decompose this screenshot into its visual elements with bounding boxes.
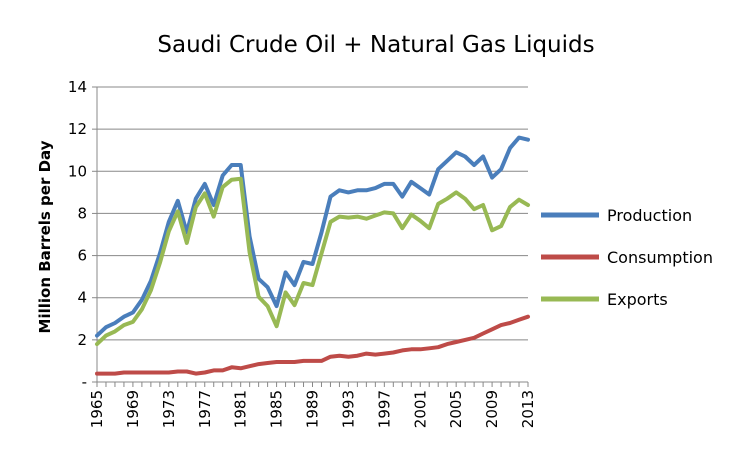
x-tick-label: 1993 [339, 390, 357, 428]
x-tick-label: 1989 [304, 390, 322, 428]
y-tick-label: 6 [77, 247, 87, 265]
plot-area [95, 135, 530, 376]
x-axis-ticks: 1965 1969 1973 1977 1981 1985 1989 1993 1997 2001… [88, 382, 537, 428]
legend: Production Consumption Exports [541, 206, 713, 309]
y-tick-label: 2 [77, 331, 87, 349]
y-axis-ticks: - 2 4 6 8 10 12 14 [68, 78, 97, 391]
y-tick-label: 12 [68, 120, 87, 138]
x-tick-label: 2001 [411, 390, 429, 428]
y-tick-label: - [82, 373, 87, 391]
x-tick-label: 1973 [160, 390, 178, 428]
x-tick-label: 1985 [268, 390, 286, 428]
x-tick-label: 1965 [88, 390, 106, 428]
chart-title: Saudi Crude Oil + Natural Gas Liquids [157, 32, 594, 58]
x-tick-label: 2009 [483, 390, 501, 428]
legend-label-consumption: Consumption [607, 248, 713, 267]
x-tick-label: 1997 [375, 390, 393, 428]
y-axis-label: Million Barrels per Day [36, 140, 54, 333]
series-line-consumption [95, 314, 530, 376]
x-tick-label: 1981 [232, 390, 250, 428]
y-tick-label: 14 [68, 78, 87, 96]
series-line-exports [95, 176, 530, 347]
x-tick-label: 1977 [196, 390, 214, 428]
y-tick-label: 8 [77, 204, 87, 222]
x-tick-label: 2005 [447, 390, 465, 428]
legend-label-exports: Exports [607, 290, 668, 309]
x-tick-label: 2013 [519, 390, 537, 428]
y-tick-label: 10 [68, 162, 87, 180]
y-tick-label: 4 [77, 289, 87, 307]
legend-label-production: Production [607, 206, 692, 225]
x-tick-label: 1969 [124, 390, 142, 428]
series-line-production [95, 135, 530, 338]
gridlines [96, 86, 528, 383]
